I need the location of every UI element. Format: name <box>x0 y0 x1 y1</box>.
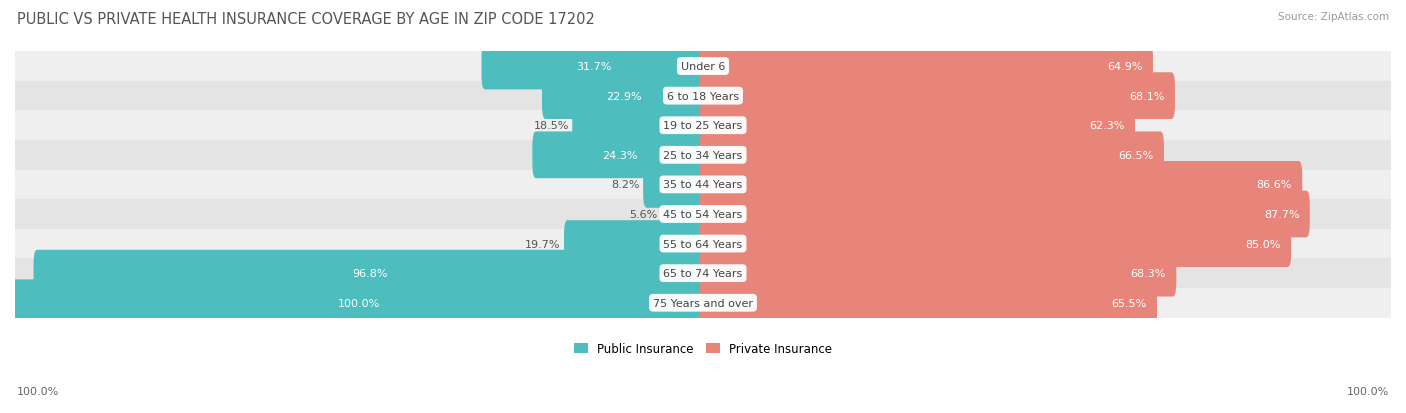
Bar <box>15 259 1391 288</box>
Bar <box>15 141 1391 170</box>
FancyBboxPatch shape <box>481 44 706 90</box>
Text: 100.0%: 100.0% <box>337 298 380 308</box>
Bar <box>15 111 1391 141</box>
FancyBboxPatch shape <box>700 221 1291 267</box>
Text: 87.7%: 87.7% <box>1264 209 1299 219</box>
FancyBboxPatch shape <box>700 161 1302 208</box>
Text: 55 to 64 Years: 55 to 64 Years <box>664 239 742 249</box>
Text: 22.9%: 22.9% <box>606 91 643 102</box>
FancyBboxPatch shape <box>700 44 1153 90</box>
FancyBboxPatch shape <box>541 73 706 120</box>
FancyBboxPatch shape <box>564 221 706 267</box>
FancyBboxPatch shape <box>700 250 1177 297</box>
FancyBboxPatch shape <box>700 280 1157 326</box>
Bar <box>15 200 1391 229</box>
Text: 25 to 34 Years: 25 to 34 Years <box>664 150 742 160</box>
FancyBboxPatch shape <box>643 161 706 208</box>
Text: Source: ZipAtlas.com: Source: ZipAtlas.com <box>1278 12 1389 22</box>
Text: PUBLIC VS PRIVATE HEALTH INSURANCE COVERAGE BY AGE IN ZIP CODE 17202: PUBLIC VS PRIVATE HEALTH INSURANCE COVER… <box>17 12 595 27</box>
Text: 19.7%: 19.7% <box>524 239 561 249</box>
Text: 31.7%: 31.7% <box>576 62 612 72</box>
FancyBboxPatch shape <box>533 132 706 179</box>
FancyBboxPatch shape <box>700 132 1164 179</box>
FancyBboxPatch shape <box>700 102 1135 149</box>
Bar <box>15 170 1391 200</box>
Text: 8.2%: 8.2% <box>612 180 640 190</box>
Text: 68.1%: 68.1% <box>1129 91 1164 102</box>
Text: 86.6%: 86.6% <box>1257 180 1292 190</box>
Bar <box>15 52 1391 82</box>
Text: 100.0%: 100.0% <box>17 387 59 396</box>
Bar <box>15 229 1391 259</box>
Text: 85.0%: 85.0% <box>1246 239 1281 249</box>
FancyBboxPatch shape <box>34 250 706 297</box>
Text: 68.3%: 68.3% <box>1130 268 1166 278</box>
Text: 64.9%: 64.9% <box>1107 62 1143 72</box>
Text: 5.6%: 5.6% <box>630 209 658 219</box>
Legend: Public Insurance, Private Insurance: Public Insurance, Private Insurance <box>569 337 837 360</box>
Text: 75 Years and over: 75 Years and over <box>652 298 754 308</box>
FancyBboxPatch shape <box>572 102 706 149</box>
Text: 65 to 74 Years: 65 to 74 Years <box>664 268 742 278</box>
FancyBboxPatch shape <box>661 191 706 238</box>
FancyBboxPatch shape <box>700 191 1310 238</box>
Text: 18.5%: 18.5% <box>533 121 569 131</box>
Text: 24.3%: 24.3% <box>602 150 637 160</box>
Text: 66.5%: 66.5% <box>1118 150 1154 160</box>
Text: 62.3%: 62.3% <box>1090 121 1125 131</box>
Text: 35 to 44 Years: 35 to 44 Years <box>664 180 742 190</box>
Text: 19 to 25 Years: 19 to 25 Years <box>664 121 742 131</box>
Bar <box>15 288 1391 318</box>
FancyBboxPatch shape <box>700 73 1175 120</box>
Text: Under 6: Under 6 <box>681 62 725 72</box>
Text: 65.5%: 65.5% <box>1112 298 1147 308</box>
Bar <box>15 82 1391 111</box>
Text: 96.8%: 96.8% <box>353 268 388 278</box>
FancyBboxPatch shape <box>11 280 706 326</box>
Text: 6 to 18 Years: 6 to 18 Years <box>666 91 740 102</box>
Text: 45 to 54 Years: 45 to 54 Years <box>664 209 742 219</box>
Text: 100.0%: 100.0% <box>1347 387 1389 396</box>
